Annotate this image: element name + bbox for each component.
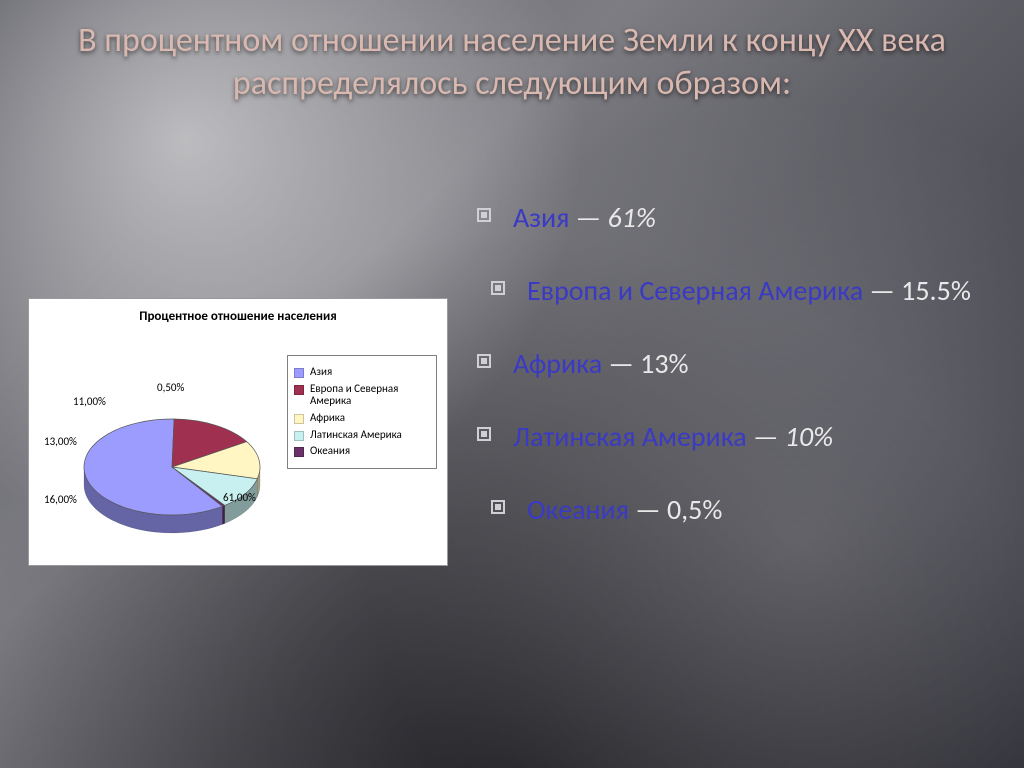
bullet-region: Европа и Северная Америка [527, 273, 863, 308]
bullet-item: Европа и Северная Америка — 15.5% [489, 273, 984, 308]
legend-item: Океания [294, 445, 430, 458]
slide: В процентном отношении население Земли к… [0, 0, 1024, 768]
chart-card: Процентное отношение населения Азия Европ… [28, 298, 448, 566]
bullet-value: 15.5% [901, 273, 971, 308]
legend-item: Африка [294, 412, 430, 425]
slide-title: В процентном отношении население Земли к… [40, 20, 984, 105]
legend-swatch [294, 447, 304, 457]
bullet-item: Азия — 61% [475, 200, 984, 235]
pie-data-label: 0,50% [157, 381, 184, 394]
pie-chart: 61,00% 16,00% 13,00% 11,00% 0,50% [47, 375, 277, 550]
bullet-value: 13% [640, 346, 688, 381]
bullet-list: Азия — 61% Европа и Северная Америка — 15… [475, 200, 984, 565]
pie-data-label: 13,00% [44, 435, 77, 448]
bullet-region: Океания [527, 492, 629, 527]
legend-swatch [294, 414, 304, 424]
bullet-item: Латинская Америка — 10% [475, 419, 984, 454]
legend-item: Европа и Северная Америка [294, 383, 430, 408]
legend-label: Европа и Северная Америка [310, 383, 430, 408]
pie-data-label: 61,00% [223, 491, 256, 504]
bullet-region: Латинская Америка [513, 419, 747, 454]
bullet-item: Африка — 13% [475, 346, 984, 381]
bullet-value: 10% [785, 419, 833, 454]
legend-swatch [294, 368, 304, 378]
pie-data-label: 11,00% [73, 395, 106, 408]
chart-legend: Азия Европа и Северная Америка Африка Латин… [287, 355, 437, 469]
legend-swatch [294, 431, 304, 441]
legend-swatch [294, 385, 304, 395]
bullet-region: Африка [513, 346, 602, 381]
legend-item: Латинская Америка [294, 429, 430, 442]
legend-label: Африка [310, 412, 345, 425]
pie-data-label: 16,00% [44, 493, 77, 506]
bullet-region: Азия [513, 200, 569, 235]
legend-label: Латинская Америка [310, 429, 402, 442]
bullet-item: Океания — 0,5% [489, 492, 984, 527]
legend-label: Азия [310, 366, 332, 379]
bullet-value: 0,5% [667, 492, 722, 527]
bullet-value: 61% [607, 200, 655, 235]
legend-label: Океания [310, 445, 350, 458]
legend-item: Азия [294, 366, 430, 379]
chart-title: Процентное отношение населения [29, 309, 447, 324]
